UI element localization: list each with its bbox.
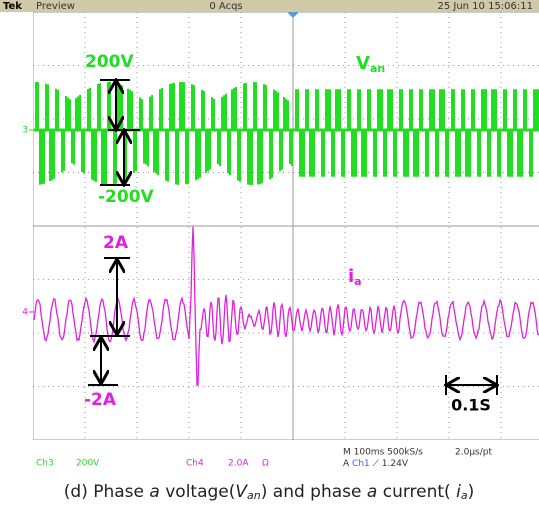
graticule	[33, 12, 539, 440]
ch3-scale: 200V	[76, 459, 100, 469]
resolution: 2.0µs/pt	[455, 448, 492, 458]
caption-part: )	[468, 482, 475, 502]
voltage-top-label: 200V	[85, 52, 134, 72]
caption-part: current(	[377, 482, 456, 502]
caption-part: a	[367, 482, 377, 502]
brand: Tek	[3, 1, 22, 12]
caption-part: voltage(	[160, 482, 236, 502]
page: Tek Preview 0 Acqs 25 Jun 10 15:06:11 3 …	[0, 0, 539, 506]
current-symbol: ia	[348, 266, 362, 288]
current-bottom-label: -2A	[84, 390, 117, 410]
ch4-label: Ch4	[186, 459, 204, 469]
ch4-scale: 2.0A	[228, 459, 249, 469]
caption-part: (d) Phase	[64, 482, 150, 502]
voltage-trace	[36, 82, 538, 185]
channel-marker: 3	[22, 126, 28, 136]
current-top-label: 2A	[103, 233, 129, 253]
status-bar: Ch3 200V Ch4 2.0A Ω M 100ms 500kS/s 2.0µ…	[36, 448, 492, 469]
time-scale: 0.1S	[446, 375, 497, 415]
ch3-label: Ch3	[36, 459, 54, 469]
acquisitions: 0 Acqs	[209, 1, 242, 12]
trigger: A Ch1 ⟋ 1.24V	[343, 459, 409, 469]
trigger-level: ⟋ 1.24V	[373, 459, 409, 469]
symbol: V	[356, 53, 370, 74]
timestamp: 25 Jun 10 15:06:11	[437, 1, 533, 12]
subscript: a	[354, 275, 361, 288]
trigger-channel: Ch1	[352, 459, 370, 469]
caption: (d) Phase a voltage(Van) and phase a cur…	[64, 482, 474, 502]
time-scale-label: 0.1S	[451, 396, 491, 415]
ch4-coupling: Ω	[262, 459, 269, 469]
caption-part: a	[149, 482, 159, 502]
mode: Preview	[36, 1, 75, 12]
timebase: M 100ms 500kS/s	[343, 448, 423, 458]
channel-marker: 4	[22, 308, 28, 318]
voltage-bottom-label: -200V	[98, 187, 155, 207]
caption-part: ) and phase	[261, 482, 367, 502]
oscilloscope-figure: Tek Preview 0 Acqs 25 Jun 10 15:06:11 3 …	[0, 0, 539, 506]
voltage-symbol: Van	[356, 53, 385, 75]
caption-part: an	[247, 489, 261, 502]
subscript: an	[370, 62, 385, 75]
trigger-prefix: A	[343, 459, 350, 469]
